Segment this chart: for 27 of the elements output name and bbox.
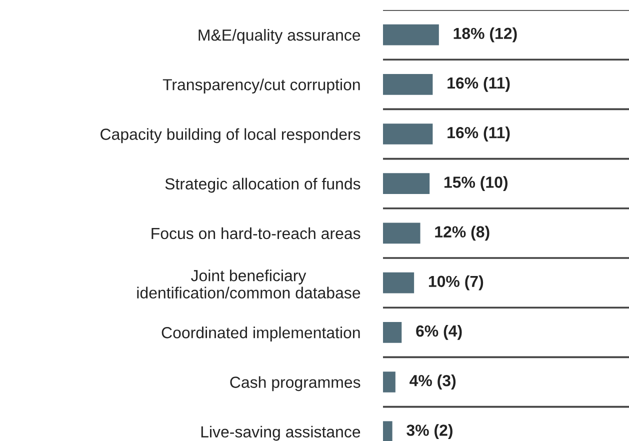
y-tick-label: Cash programmes [230,376,360,392]
y-tick-label: Live-saving assistance [201,426,360,441]
data-label: 10% (7) [428,275,484,290]
y-tick-label: Capacity building of local responders [100,128,360,144]
data-label: 3% (2) [406,424,452,440]
bar [383,74,433,95]
y-tick-label: M&E/quality assurance [198,29,360,44]
y-tick-label: Coordinated implementation [162,326,360,342]
data-label: 4% (3) [410,374,456,390]
y-tick-label: Transparency/cut corruption [162,78,360,94]
bar [383,222,420,244]
data-label: 16% (11) [448,126,510,142]
bar [383,24,439,46]
data-label: 6% (4) [416,324,462,340]
data-label: 15% (10) [444,176,508,192]
y-tick-label: Strategic allocation of funds [165,178,360,193]
y-tick-label: Focus on hard-to-reach areas [152,227,360,240]
data-label: 18% (12) [454,27,517,42]
data-label: 12% (8) [435,226,490,241]
bar [383,421,392,441]
bar [383,124,433,144]
data-label: 16% (11) [448,76,510,92]
bar [383,372,396,392]
bar [383,272,414,294]
y-tick-label: Joint beneficiary identification/common database [137,270,360,299]
bar [383,322,402,343]
bar [383,173,430,194]
